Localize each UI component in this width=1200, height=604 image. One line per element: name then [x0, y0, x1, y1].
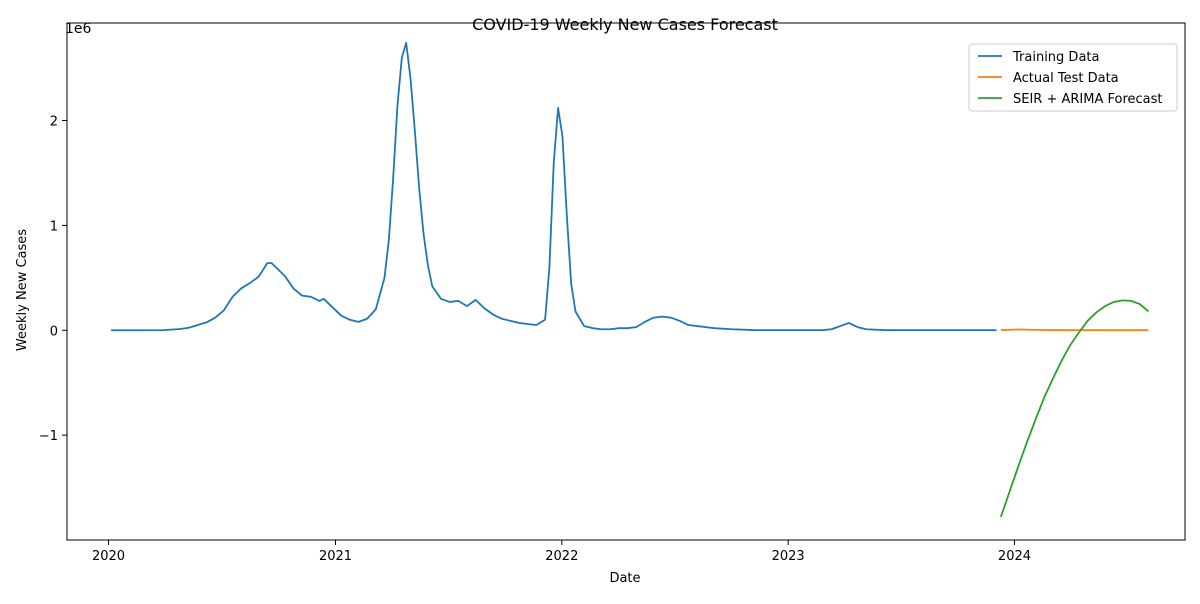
series-layer: [111, 42, 1150, 518]
y-tick-label: 0: [50, 324, 58, 339]
chart-title: COVID-19 Weekly New Cases Forecast: [472, 15, 778, 34]
x-tick-label: 2023: [772, 549, 805, 564]
legend-box: [968, 43, 1178, 112]
y-tick-label: −1: [39, 429, 58, 444]
legend: Training Data Actual Test Data SEIR + ARIM…: [968, 43, 1178, 112]
y-axis-ticks: −1 0 1 2: [39, 115, 67, 444]
x-tick-label: 2020: [92, 549, 125, 564]
series-line-2: [1000, 328, 1149, 332]
x-axis-label: Date: [609, 571, 640, 586]
x-tick-label: 2024: [998, 549, 1031, 564]
plot-frame: [66, 22, 1186, 541]
legend-label: SEIR + ARIMA Forecast: [1013, 92, 1163, 107]
x-tick-label: 2021: [319, 549, 352, 564]
x-tick-label: 2022: [545, 549, 578, 564]
y-axis-label: Weekly New Cases: [15, 229, 30, 351]
y-tick-label: 2: [50, 115, 58, 130]
series-line-3: [999, 299, 1150, 518]
y-offset-label: 1e6: [65, 21, 92, 37]
legend-label: Actual Test Data: [1013, 71, 1119, 86]
y-tick-label: 1: [50, 219, 58, 234]
legend-label: Training Data: [1012, 50, 1099, 65]
series-line-1: [111, 42, 997, 332]
x-axis-ticks: 2020 2021 2022 2023 2024: [92, 540, 1031, 564]
